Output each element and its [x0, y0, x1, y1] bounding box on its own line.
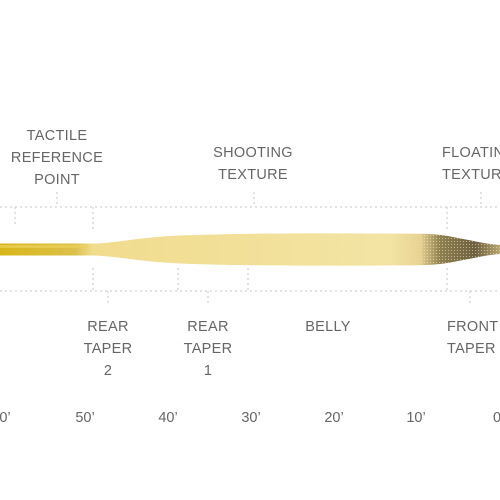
fly-line-body — [0, 233, 500, 266]
label-belly: BELLY — [305, 319, 351, 335]
axis-tick: 20’ — [324, 410, 344, 426]
label-rear-taper-1: REAR TAPER 1 — [183, 319, 233, 379]
axis-tick: 40’ — [158, 410, 178, 426]
axis-tick: 50’ — [75, 410, 95, 426]
axis-tick: 0 — [492, 410, 500, 426]
label-front-taper: FRONT TAPER — [447, 319, 499, 357]
axis-tick: 30’ — [241, 410, 261, 426]
label-shooting-texture: SHOOTING TEXTURE — [213, 145, 293, 183]
running-line-highlight — [0, 245, 88, 248]
label-tactile-reference-point: TACTILE REFERENCE POINT — [10, 128, 104, 188]
guide-lines — [0, 192, 500, 306]
axis-tick: 0’ — [0, 410, 11, 426]
label-floating-texture: FLOATIN TEXTUR — [442, 145, 500, 183]
label-rear-taper-2: REAR TAPER 2 — [83, 319, 133, 379]
axis-tick: 10’ — [406, 410, 426, 426]
tip-texture — [420, 233, 500, 266]
